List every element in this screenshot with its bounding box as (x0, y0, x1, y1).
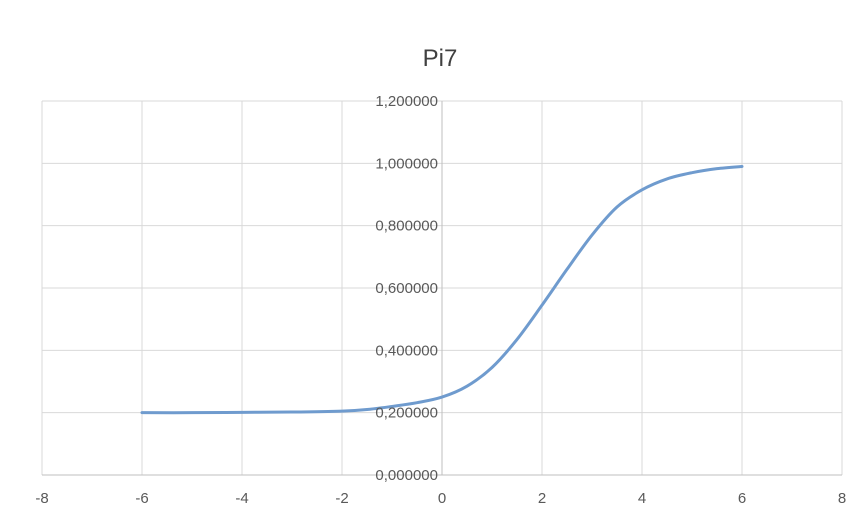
x-tick-label: 2 (538, 490, 546, 507)
axes (42, 101, 842, 476)
y-tick-label: 0,400000 (375, 342, 438, 359)
chart-title: Pi7 (423, 45, 458, 72)
x-tick-label: -2 (335, 490, 348, 507)
y-tick-label: 0,200000 (375, 405, 438, 422)
x-tick-label: -8 (35, 490, 48, 507)
tick-labels: -8 -6 -4 -2 0 2 4 6 8 0,000000 0,200000 0,400000 0,6… (35, 93, 846, 507)
x-tick-label: 4 (638, 490, 646, 507)
x-tick-label: 8 (838, 490, 846, 507)
y-tick-label: 0,800000 (375, 218, 438, 235)
series-layer (140, 164, 744, 415)
y-tick-label: 1,000000 (375, 155, 438, 172)
x-tick-label: 0 (438, 490, 446, 507)
y-tick-label: 1,200000 (375, 93, 438, 110)
y-tick-label: 0,000000 (375, 467, 438, 484)
y-tick-label: 0,600000 (375, 280, 438, 297)
x-tick-label: 6 (738, 490, 746, 507)
x-tick-label: -6 (135, 490, 148, 507)
series-line (140, 164, 744, 415)
x-tick-label: -4 (235, 490, 248, 507)
